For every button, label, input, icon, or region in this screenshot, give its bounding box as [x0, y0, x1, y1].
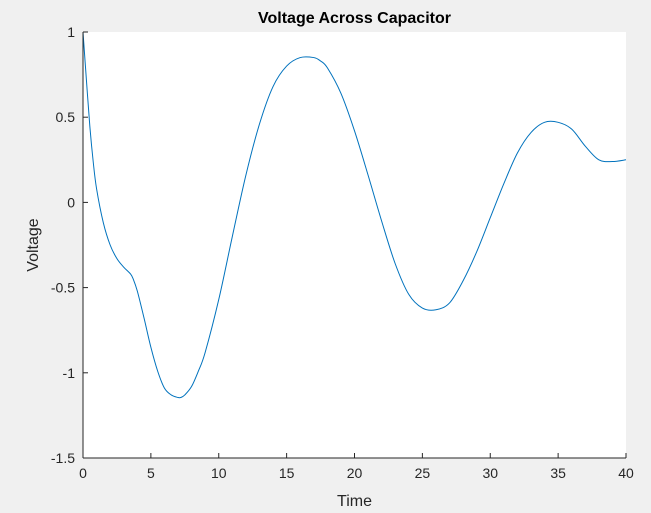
x-axis-title: Time — [337, 493, 372, 510]
y-tick-label: -1 — [63, 365, 76, 381]
x-tick-labels: 0 5 10 15 20 25 30 35 40 — [79, 465, 634, 481]
chart-title: Voltage Across Capacitor — [258, 10, 451, 27]
x-tick-label: 10 — [211, 465, 227, 481]
x-tick-label: 25 — [415, 465, 431, 481]
voltage-series-line — [82, 31, 627, 399]
x-tick-label: 0 — [79, 465, 87, 481]
y-tick-label: 0.5 — [56, 109, 76, 125]
ticks-layer — [82, 31, 627, 459]
y-tick-labels: -1.5 -1 -0.5 0 0.5 1 — [51, 24, 75, 466]
x-tick-label: 15 — [279, 465, 295, 481]
y-tick-label: -0.5 — [51, 280, 75, 296]
x-tick-label: 35 — [550, 465, 566, 481]
x-tick-label: 40 — [618, 465, 634, 481]
axes-lines — [82, 32, 626, 459]
y-tick-label: 0 — [67, 194, 75, 210]
x-tick-label: 30 — [482, 465, 498, 481]
y-axis-title: Voltage — [25, 218, 42, 271]
axes-background — [83, 32, 626, 458]
x-tick-label: 5 — [147, 465, 155, 481]
x-tick-label: 20 — [347, 465, 363, 481]
y-tick-label: -1.5 — [51, 450, 75, 466]
y-tick-label: 1 — [67, 24, 75, 40]
